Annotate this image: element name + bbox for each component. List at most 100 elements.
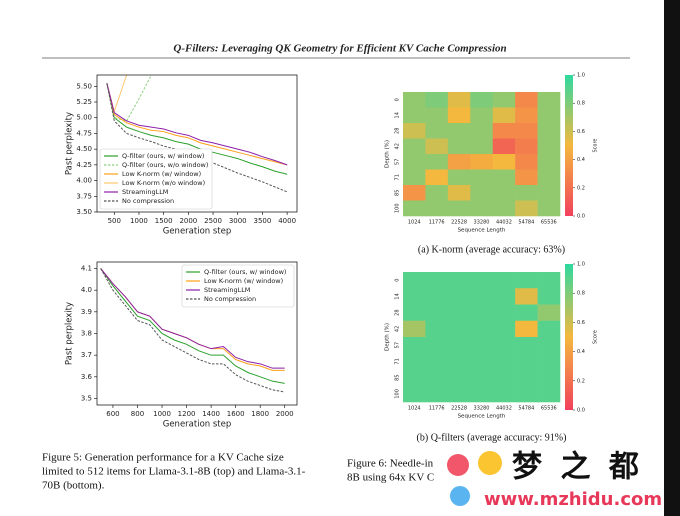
heatmap-cell: [447, 185, 471, 201]
heatmap: 0 14 28 42 57 71 85 100 1024 11776 22528 33280 44032…: [385, 73, 599, 256]
x-axis-label: Generation step: [163, 420, 232, 430]
figure-caption: Figure 5: Generation performance for a K…: [42, 452, 284, 464]
legend-label: StreamingLLM: [204, 286, 250, 294]
plot-area: [100, 268, 285, 393]
legend-label: Q-filter (ours, w/ window): [122, 152, 204, 160]
y-tick-label: 4.25: [76, 161, 92, 169]
y-tick-label: 42: [395, 143, 401, 149]
right-frame: [664, 0, 680, 516]
x-tick-label: 1800: [251, 410, 269, 418]
heatmap-cell: [537, 304, 561, 322]
heatmap-cell: [515, 385, 538, 403]
heatmap-cell: [515, 353, 538, 370]
heatmap-cell: [403, 272, 426, 289]
y-tick-label: 3.7: [81, 351, 92, 359]
line-chart: 3.5 3.6 3.7 3.8 3.9 4.0 4.1 600 800 1000 1200 1400 1…: [65, 261, 298, 430]
heatmap-cell: [425, 369, 449, 387]
heatmap-cell: [492, 123, 516, 139]
heatmap-cell: [537, 169, 561, 186]
x-tick-label: 2000: [276, 410, 294, 418]
legend: Q-filter (ours, w/ window)Low K-norm (w/…: [181, 264, 295, 308]
y-tick-label: 100: [395, 203, 401, 213]
heatmap-cell: [425, 92, 449, 108]
figure-caption: Figure 6: Needle-in: [347, 458, 434, 470]
heatmap-cell: [515, 185, 538, 201]
legend-label: Q-filter (ours, w/o window): [122, 161, 208, 169]
series-line: [100, 268, 285, 384]
x-axis-label: Sequence Length: [458, 228, 506, 234]
colorbar: [565, 75, 573, 216]
x-tick-label: 44032: [496, 406, 512, 412]
watermark: 梦 之 都 www.mzhidu.com: [447, 450, 662, 510]
y-axis-label: Depth (%): [385, 140, 391, 168]
heatmap-cell: [470, 272, 494, 289]
y-tick-label: 4.75: [76, 129, 92, 137]
legend-box: [181, 264, 295, 308]
heatmap-cell: [403, 138, 426, 155]
heatmap-cell: [492, 92, 516, 108]
y-axis-label: Past perplexity: [65, 302, 75, 365]
y-tick-label: 3.5: [81, 395, 92, 403]
heatmap: 0 14 28 42 57 71 85 100 1024 11776 22528 33280 44032…: [385, 262, 599, 444]
heatmap-cell: [515, 92, 538, 108]
heatmap-cell: [403, 320, 426, 338]
heatmap-cell: [470, 304, 494, 322]
heatmap-cell: [492, 200, 516, 217]
heatmap-cell: [470, 337, 494, 354]
heatmap-cell: [537, 337, 561, 354]
heatmap-cell: [470, 185, 494, 201]
heatmap-cell: [447, 92, 471, 108]
heatmap-cell: [425, 123, 449, 139]
heatmap-cell: [403, 123, 426, 139]
line-chart: 3.50 3.75 4.00 4.25 4.50 4.75 5.00 5.25 5.50 500 1…: [65, 74, 298, 237]
heatmap-cell: [492, 353, 516, 370]
heatmap-cell: [470, 320, 494, 338]
heatmap-cell: [425, 185, 449, 201]
watermark-icon: [447, 454, 469, 476]
heatmap-cell: [470, 92, 494, 108]
x-axis-label: Sequence Length: [458, 414, 506, 420]
heatmap-cell: [515, 288, 538, 305]
heatmap-cell: [537, 369, 561, 387]
heatmap-cell: [537, 288, 561, 305]
heatmap-cell: [492, 320, 516, 338]
heatmap-cell: [447, 353, 471, 370]
subfigure-caption: (b) Q-filters (average accuracy: 91%): [417, 432, 567, 443]
heatmap-cell: [403, 337, 426, 354]
heatmap-cell: [403, 92, 426, 108]
heatmap-cell: [447, 154, 471, 170]
heatmap-cell: [492, 369, 516, 387]
heatmap-cell: [515, 169, 538, 186]
heatmap-cell: [470, 288, 494, 305]
heatmap-cell: [447, 272, 471, 289]
heatmap-cell: [492, 337, 516, 354]
colorbar-tick-label: 0.8: [577, 291, 585, 297]
x-tick-label: 44032: [496, 220, 512, 226]
colorbar-tick-label: 0.2: [577, 378, 585, 384]
heatmap-cell: [537, 185, 561, 201]
subfigure-caption: (a) K-norm (average accuracy: 63%): [418, 244, 565, 255]
plot-frame: [96, 74, 298, 213]
y-tick-label: 3.50: [76, 208, 92, 216]
x-tick-label: 4000: [278, 217, 296, 225]
heatmap-cell: [470, 353, 494, 370]
watermark-icon: [450, 486, 470, 506]
heatmap-cell: [447, 123, 471, 139]
legend-label: Q-filter (ours, w/ window): [204, 268, 286, 276]
heatmap-cell: [425, 337, 449, 354]
series-line: [100, 268, 285, 369]
x-tick-label: 22528: [451, 220, 467, 226]
colorbar-tick-label: 1.0: [577, 73, 585, 79]
y-axis-label: Depth (%): [385, 323, 391, 351]
x-tick-label: 2500: [204, 217, 222, 225]
y-tick-label: 14: [395, 112, 401, 118]
y-tick-label: 85: [395, 374, 401, 380]
heatmap-cell: [492, 288, 516, 305]
x-tick-label: 65536: [541, 220, 557, 226]
heatmap-cell: [537, 272, 561, 289]
heatmap-cell: [447, 138, 471, 155]
heatmap-cell: [537, 320, 561, 338]
heatmap-cell: [447, 320, 471, 338]
heatmap-cell: [470, 169, 494, 186]
